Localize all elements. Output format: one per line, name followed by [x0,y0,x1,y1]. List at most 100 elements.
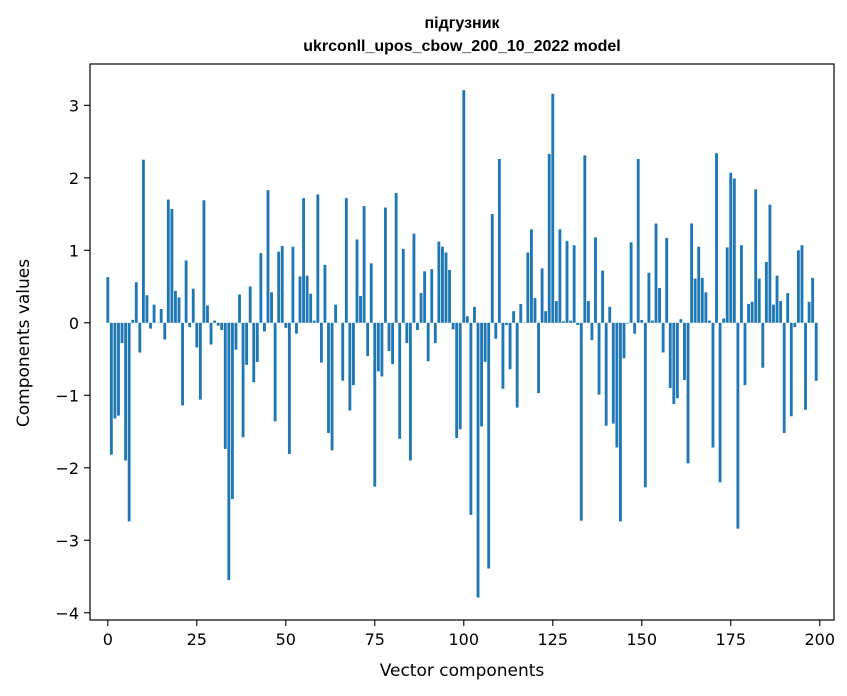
bar [533,298,537,323]
bar [291,246,295,323]
bar [683,322,686,381]
bar [743,322,747,386]
bar [127,322,131,522]
bar [113,322,117,419]
bar [793,322,797,328]
bar [554,301,558,323]
bar [654,223,658,323]
x-tick-label: 100 [449,630,480,649]
bar [590,322,594,341]
bar [796,250,800,323]
x-tick-label: 125 [538,630,569,649]
bar [764,261,768,323]
bar [230,322,234,499]
bar [679,319,683,323]
bar [305,275,309,323]
bar [594,237,597,323]
chart-title-line-2: ukrconll_upos_cbow_200_10_2022 model [303,38,620,55]
bar [725,247,729,323]
bar [202,200,206,323]
bar [647,272,651,323]
bar [668,322,672,389]
bar [330,322,334,451]
bar [206,305,209,323]
bar [476,322,480,598]
bar [448,269,451,323]
bar [665,237,669,323]
bar [512,311,516,323]
bar [740,245,743,323]
bar [711,322,715,448]
bar [134,282,138,323]
bar [601,270,605,323]
bar [529,229,533,323]
bar [384,207,387,323]
bar [362,206,366,323]
x-tick-label: 25 [187,630,207,649]
bar [238,294,241,323]
bar [697,246,701,323]
bar [455,322,459,439]
bar [718,322,722,483]
bar [608,306,612,323]
y-tick-label: 1 [69,241,79,260]
bar [241,322,245,438]
bar [508,322,512,370]
bar [387,322,391,352]
bar [658,287,661,323]
bar [391,322,395,365]
bar [704,292,708,323]
bar [188,322,192,328]
bar [234,322,238,350]
bar [786,293,790,323]
bar [348,322,352,411]
bar [547,153,551,323]
bar [526,252,530,323]
bar [341,322,345,381]
bar [419,293,423,323]
bar [177,297,181,323]
bar [344,198,348,323]
bar [487,322,491,569]
bar [551,93,555,323]
bar [138,322,142,353]
bar [779,301,783,323]
bars-group [106,90,818,598]
y-tick-label: −2 [55,459,79,478]
bar [661,322,665,353]
bar [576,322,580,325]
bar [473,306,476,323]
bar [270,292,273,323]
bar [255,322,259,362]
y-tick-label: −3 [55,531,79,550]
bar [768,204,772,323]
bar [195,322,199,348]
bar [544,311,548,323]
bar [216,322,220,326]
bar [334,304,338,323]
bar [494,322,498,339]
bar [732,178,736,323]
bar [416,322,419,331]
y-tick-label: 2 [69,169,79,188]
bar [412,233,416,323]
bar [565,240,569,323]
bar [408,322,412,461]
bar [569,320,572,323]
bar [273,322,277,422]
bar [376,322,380,372]
bar [266,190,270,323]
bar [327,322,330,433]
bar [515,322,519,408]
bar [319,322,323,363]
bar [191,288,195,323]
y-tick-label: 3 [69,96,79,115]
bar [423,271,427,323]
bar [465,316,469,323]
bar [124,322,128,461]
bar [163,322,167,340]
bar [441,246,444,323]
bar [141,159,145,323]
bar [729,172,733,323]
bar [284,322,288,328]
